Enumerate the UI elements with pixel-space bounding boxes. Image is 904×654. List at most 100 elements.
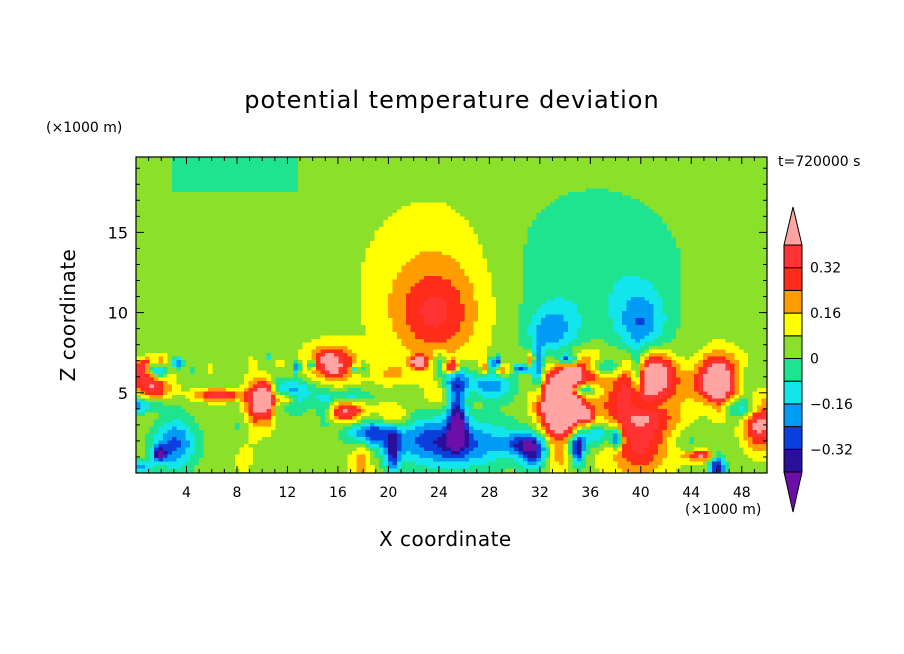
field-cell (410, 160, 416, 165)
field-cell (617, 262, 623, 267)
field-cell (635, 209, 641, 214)
field-cell (262, 213, 268, 218)
field-cell (419, 160, 425, 165)
field-cell (635, 206, 641, 211)
field-cell (419, 255, 425, 260)
field-cell (370, 209, 376, 214)
field-cell (248, 272, 254, 277)
field-cell (649, 265, 655, 270)
field-cell (212, 206, 218, 211)
field-cell (550, 167, 556, 172)
field-cell (626, 206, 632, 211)
field-cell (266, 167, 272, 172)
field-cell (235, 241, 241, 246)
field-cell (595, 237, 601, 242)
field-cell (554, 174, 560, 179)
field-cell (158, 269, 164, 274)
field-cell (523, 188, 529, 193)
field-cell (451, 202, 457, 207)
field-cell (374, 248, 380, 253)
field-cell (518, 251, 524, 256)
field-cell (734, 178, 740, 183)
field-cell (577, 192, 583, 197)
field-cell (581, 199, 587, 204)
field-cell (464, 174, 470, 179)
field-cell (752, 174, 758, 179)
field-cell (383, 199, 389, 204)
field-cell (689, 164, 695, 169)
field-cell (491, 227, 497, 232)
field-cell (338, 244, 344, 249)
field-cell (442, 160, 448, 165)
field-cell (374, 192, 380, 197)
field-cell (721, 174, 727, 179)
field-cell (734, 209, 740, 214)
field-cell (392, 265, 398, 270)
field-cell (275, 195, 281, 200)
field-cell (275, 181, 281, 186)
field-cell (275, 279, 281, 284)
field-cell (158, 199, 164, 204)
field-cell (505, 234, 511, 239)
field-cell (347, 220, 353, 225)
field-cell (163, 223, 169, 228)
field-cell (203, 258, 209, 263)
field-cell (221, 178, 227, 183)
field-cell (757, 199, 763, 204)
field-cell (694, 258, 700, 263)
field-cell (653, 237, 659, 242)
field-cell (644, 237, 650, 242)
field-cell (208, 185, 214, 190)
field-cell (712, 258, 718, 263)
field-cell (635, 185, 641, 190)
field-cell (181, 251, 187, 256)
field-cell (545, 265, 551, 270)
field-cell (185, 171, 191, 176)
field-cell (748, 192, 754, 197)
field-cell (266, 234, 272, 239)
field-cell (523, 167, 529, 172)
field-cell (500, 230, 506, 235)
field-cell (743, 213, 749, 218)
field-cell (473, 248, 479, 253)
field-cell (235, 164, 241, 169)
field-cell (329, 251, 335, 256)
field-cell (676, 251, 682, 256)
field-cell (352, 199, 358, 204)
field-cell (424, 276, 430, 281)
field-cell (424, 241, 430, 246)
field-cell (334, 206, 340, 211)
field-cell (590, 251, 596, 256)
field-cell (352, 248, 358, 253)
field-cell (248, 216, 254, 221)
field-cell (347, 174, 353, 179)
field-cell (230, 192, 236, 197)
field-cell (626, 192, 632, 197)
field-cell (595, 248, 601, 253)
field-cell (676, 167, 682, 172)
field-cell (725, 258, 731, 263)
field-cell (280, 276, 286, 281)
field-cell (446, 174, 452, 179)
field-cell (518, 244, 524, 249)
field-cell (379, 192, 385, 197)
field-cell (707, 276, 713, 281)
field-cell (437, 192, 443, 197)
field-cell (343, 157, 349, 162)
field-cell (761, 258, 767, 263)
field-cell (442, 262, 448, 267)
field-cell (154, 230, 160, 235)
field-cell (626, 185, 632, 190)
field-cell (194, 248, 200, 253)
field-cell (199, 167, 205, 172)
field-cell (145, 178, 151, 183)
field-cell (581, 167, 587, 172)
field-cell (289, 244, 295, 249)
field-cell (374, 164, 380, 169)
field-cell (694, 223, 700, 228)
field-cell (347, 241, 353, 246)
field-cell (577, 272, 583, 277)
field-cell (523, 202, 529, 207)
x-unit-label: (×1000 m) (685, 502, 762, 518)
field-cell (338, 251, 344, 256)
